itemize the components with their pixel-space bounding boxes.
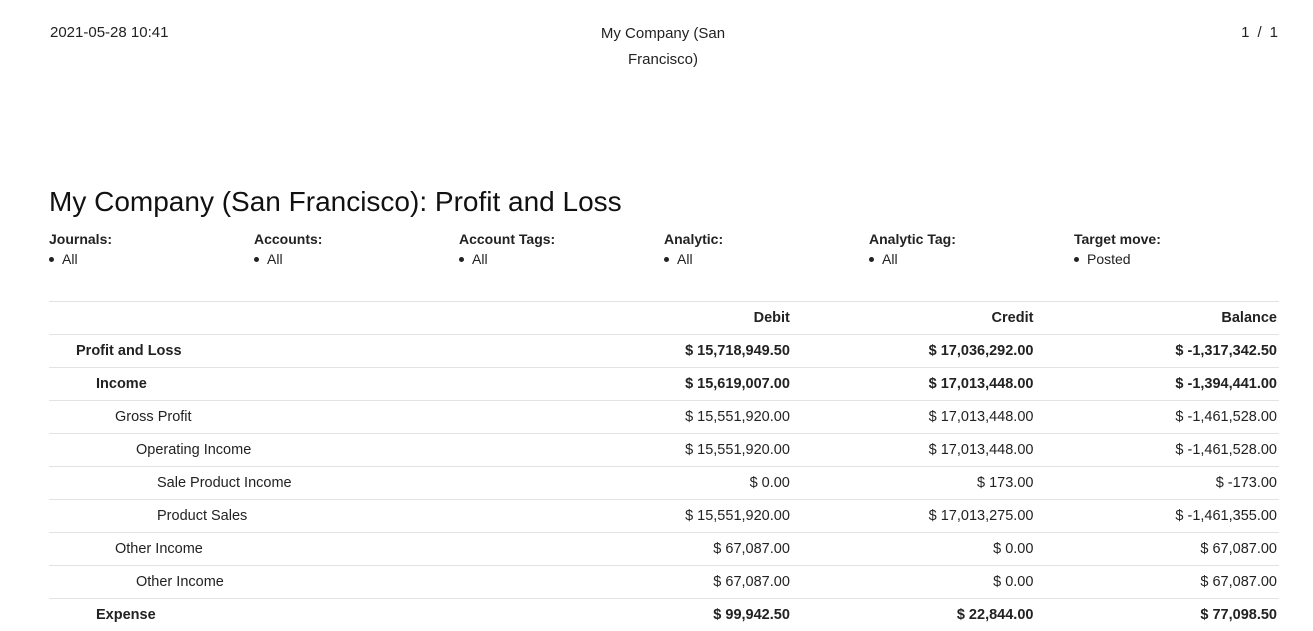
credit-value: $ 17,013,448.00 — [792, 434, 1036, 467]
filter-analytic: Analytic: All — [664, 231, 869, 271]
debit-value: $ 67,087.00 — [548, 533, 792, 566]
account-name: Operating Income — [49, 434, 548, 467]
page-counter: 1 / 1 — [1241, 24, 1278, 41]
balance-value: $ -1,317,342.50 — [1035, 335, 1279, 368]
credit-value: $ 17,013,448.00 — [792, 368, 1036, 401]
filter-value: All — [49, 251, 254, 271]
filter-summary: Journals: All Accounts: All Account Tags… — [49, 231, 1279, 271]
account-name: Other Income — [49, 533, 548, 566]
column-header-credit: Credit — [792, 302, 1036, 335]
filter-label: Account Tags: — [459, 231, 664, 251]
filter-value: All — [254, 251, 459, 271]
page-current: 1 — [1241, 24, 1249, 41]
balance-value: $ 67,087.00 — [1035, 533, 1279, 566]
column-header-debit: Debit — [548, 302, 792, 335]
report-title: My Company (San Francisco): Profit and L… — [49, 186, 622, 218]
balance-value: $ -1,461,355.00 — [1035, 500, 1279, 533]
credit-value: $ 0.00 — [792, 566, 1036, 599]
credit-value: $ 17,013,448.00 — [792, 401, 1036, 434]
account-name: Income — [49, 368, 548, 401]
credit-value: $ 17,013,275.00 — [792, 500, 1036, 533]
filter-value: All — [459, 251, 664, 271]
table-row: Other Income $ 67,087.00 $ 0.00 $ 67,087… — [49, 566, 1279, 599]
balance-value: $ -1,461,528.00 — [1035, 401, 1279, 434]
filter-accounts: Accounts: All — [254, 231, 459, 271]
account-name: Profit and Loss — [49, 335, 548, 368]
account-name: Gross Profit — [49, 401, 548, 434]
table-row: Product Sales $ 15,551,920.00 $ 17,013,2… — [49, 500, 1279, 533]
column-header-name — [49, 302, 548, 335]
table-row: Operating Income $ 15,551,920.00 $ 17,01… — [49, 434, 1279, 467]
page-separator: / — [1257, 24, 1261, 41]
credit-value: $ 173.00 — [792, 467, 1036, 500]
debit-value: $ 0.00 — [548, 467, 792, 500]
report-datetime: 2021-05-28 10:41 — [50, 24, 168, 41]
filter-target-move: Target move: Posted — [1074, 231, 1279, 271]
balance-value: $ -1,394,441.00 — [1035, 368, 1279, 401]
debit-value: $ 15,551,920.00 — [548, 401, 792, 434]
filter-value: All — [869, 251, 1074, 271]
table-row: Income $ 15,619,007.00 $ 17,013,448.00 $… — [49, 368, 1279, 401]
header-company-line1: My Company (San — [588, 21, 738, 47]
filter-label: Analytic: — [664, 231, 869, 251]
filter-account-tags: Account Tags: All — [459, 231, 664, 271]
table-row: Gross Profit $ 15,551,920.00 $ 17,013,44… — [49, 401, 1279, 434]
debit-value: $ 15,718,949.50 — [548, 335, 792, 368]
page-header: 2021-05-28 10:41 My Company (San Francis… — [50, 24, 1278, 84]
filter-label: Target move: — [1074, 231, 1279, 251]
filter-label: Analytic Tag: — [869, 231, 1074, 251]
filter-value: All — [664, 251, 869, 271]
account-name: Other Income — [49, 566, 548, 599]
table-row: Sale Product Income $ 0.00 $ 173.00 $ -1… — [49, 467, 1279, 500]
filter-value: Posted — [1074, 251, 1279, 271]
table-header-row: Debit Credit Balance — [49, 302, 1279, 335]
debit-value: $ 15,551,920.00 — [548, 434, 792, 467]
header-company-line2: Francisco) — [588, 47, 738, 73]
table-row: Profit and Loss $ 15,718,949.50 $ 17,036… — [49, 335, 1279, 368]
profit-loss-table: Debit Credit Balance Profit and Loss $ 1… — [49, 301, 1279, 631]
balance-value: $ -173.00 — [1035, 467, 1279, 500]
column-header-balance: Balance — [1035, 302, 1279, 335]
table-row: Other Income $ 67,087.00 $ 0.00 $ 67,087… — [49, 533, 1279, 566]
debit-value: $ 15,619,007.00 — [548, 368, 792, 401]
page-total: 1 — [1270, 24, 1278, 41]
account-name: Sale Product Income — [49, 467, 548, 500]
credit-value: $ 0.00 — [792, 533, 1036, 566]
balance-value: $ -1,461,528.00 — [1035, 434, 1279, 467]
header-company-name: My Company (San Francisco) — [588, 21, 738, 73]
filter-journals: Journals: All — [49, 231, 254, 271]
account-name: Product Sales — [49, 500, 548, 533]
filter-label: Journals: — [49, 231, 254, 251]
debit-value: $ 15,551,920.00 — [548, 500, 792, 533]
filter-analytic-tag: Analytic Tag: All — [869, 231, 1074, 271]
filter-label: Accounts: — [254, 231, 459, 251]
balance-value: $ 67,087.00 — [1035, 566, 1279, 599]
debit-value: $ 67,087.00 — [548, 566, 792, 599]
credit-value: $ 17,036,292.00 — [792, 335, 1036, 368]
